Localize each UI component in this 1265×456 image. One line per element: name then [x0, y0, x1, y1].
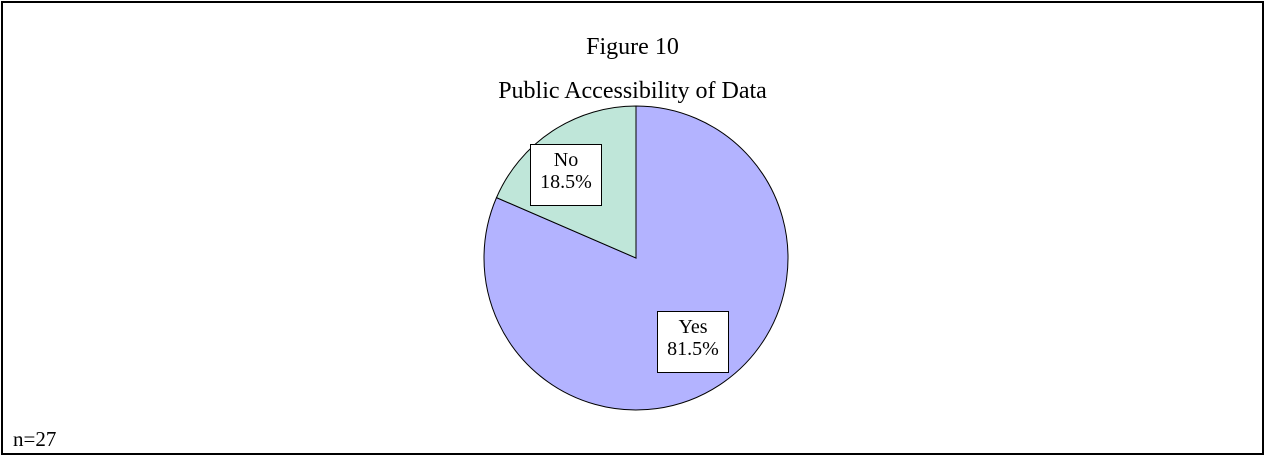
slice-label-no-value: 18.5% — [540, 171, 592, 193]
slice-label-no: No 18.5% — [530, 144, 602, 206]
slice-label-yes: Yes 81.5% — [657, 311, 729, 373]
chart-title: Public Accessibility of Data — [498, 78, 767, 104]
slice-label-yes-name: Yes — [678, 316, 708, 338]
pie-chart — [483, 105, 789, 411]
figure-number: Figure 10 — [586, 34, 679, 60]
slice-label-no-name: No — [553, 149, 579, 171]
slice-label-yes-value: 81.5% — [667, 338, 719, 360]
sample-size-note: n=27 — [13, 427, 57, 451]
